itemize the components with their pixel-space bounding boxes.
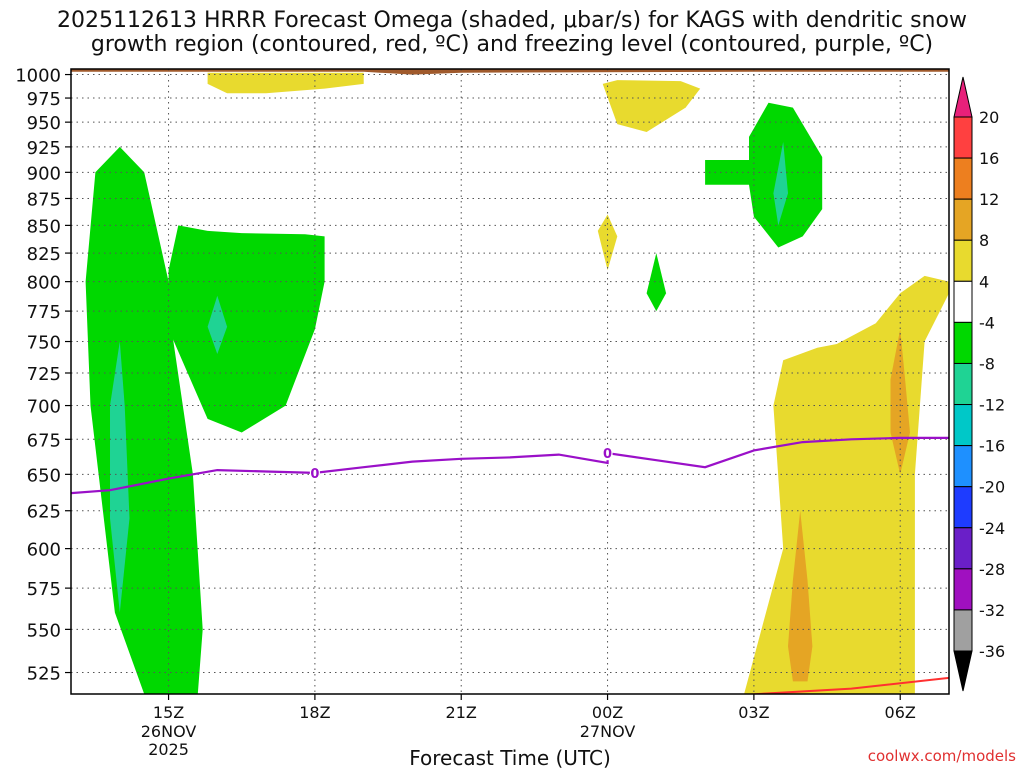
omega-region-1 — [110, 341, 130, 613]
x-tick-label-15Z: 15Z — [153, 703, 184, 722]
omega-region-4 — [646, 253, 667, 312]
freezing-label-bg-0 — [309, 464, 320, 480]
colorbar-segment-12 — [953, 609, 973, 652]
colorbar-label-11: -28 — [979, 560, 1005, 579]
colorbar-segment-5 — [953, 321, 973, 364]
colorbar-segment-9 — [953, 486, 973, 529]
colorbar-label-8: -16 — [979, 437, 1005, 456]
colorbar-segment-7 — [953, 404, 973, 447]
x-tick-label-18Z: 18Z — [299, 703, 330, 722]
colorbar-segment-11 — [953, 568, 973, 611]
colorbar-segment-4 — [953, 280, 973, 323]
y-tick-label-875: 875 — [27, 189, 61, 210]
y-tick-label-625: 625 — [27, 502, 61, 523]
x-date-label-27NOV: 27NOV — [580, 722, 636, 741]
colorbar-bottom-arrow — [953, 650, 973, 692]
colorbar-segment-0 — [953, 116, 973, 159]
chart-title-line2: growth region (contoured, red, ºC) and f… — [90, 32, 934, 57]
omega-region-10 — [597, 214, 618, 271]
freezing-level-label-1: 0 — [603, 447, 612, 462]
y-tick-label-725: 725 — [27, 364, 61, 385]
y-tick-label-550: 550 — [27, 620, 61, 641]
colorbar-label-13: -36 — [979, 642, 1005, 661]
omega-region-3 — [207, 295, 228, 354]
colorbar-label-5: -4 — [979, 313, 995, 332]
colorbar-label-4: 4 — [979, 272, 989, 291]
y-tick-label-975: 975 — [27, 89, 61, 110]
colorbar-label-10: -24 — [979, 519, 1005, 538]
y-tick-label-850: 850 — [27, 216, 61, 237]
omega-region-5 — [705, 102, 823, 248]
watermark: coolwx.com/models — [868, 747, 1016, 765]
x-tick-label-03Z: 03Z — [738, 703, 769, 722]
colorbar-label-9: -20 — [979, 478, 1005, 497]
freezing-level-label-0: 0 — [310, 467, 319, 482]
x-tick-label-21Z: 21Z — [446, 703, 477, 722]
y-tick-label-675: 675 — [27, 430, 61, 451]
x-axis-label: Forecast Time (UTC) — [409, 746, 611, 768]
y-tick-label-825: 825 — [27, 244, 61, 265]
colorbar-label-0: 20 — [979, 108, 999, 127]
freezing-level-line — [71, 436, 949, 495]
chart-title-line1: 2025112613 HRRR Forecast Omega (shaded, … — [57, 8, 967, 33]
colorbar-segment-2 — [953, 198, 973, 241]
x-date-label-26NOV: 26NOV — [141, 722, 197, 741]
x-tick-label-00Z: 00Z — [592, 703, 623, 722]
colorbar-segment-6 — [953, 362, 973, 406]
y-tick-label-650: 650 — [27, 465, 61, 486]
colorbar-segment-3 — [953, 239, 973, 282]
colorbar-segment-8 — [953, 445, 973, 488]
x-tick-label-06Z: 06Z — [885, 703, 916, 722]
omega-region-11 — [602, 80, 701, 132]
y-tick-label-950: 950 — [27, 113, 61, 134]
colorbar-segment-1 — [953, 157, 973, 200]
y-tick-label-1000: 1000 — [15, 66, 61, 87]
dgz-contour-line — [741, 676, 949, 694]
y-tick-label-600: 600 — [27, 540, 61, 561]
colorbar-top-arrow — [953, 76, 973, 118]
colorbar-label-3: 8 — [979, 231, 989, 250]
omega-region-12 — [207, 72, 364, 94]
colorbar-label-2: 12 — [979, 190, 999, 209]
colorbar-segment-10 — [953, 527, 973, 570]
omega-region-8 — [788, 510, 813, 682]
y-tick-label-700: 700 — [27, 397, 61, 418]
y-tick-label-800: 800 — [27, 273, 61, 294]
y-tick-label-525: 525 — [27, 664, 61, 685]
omega-region-2 — [168, 225, 325, 433]
colorbar-label-12: -32 — [979, 601, 1005, 620]
terrain-ground — [71, 69, 949, 75]
plot-frame — [70, 68, 950, 695]
y-tick-label-775: 775 — [27, 302, 61, 323]
y-tick-label-575: 575 — [27, 579, 61, 600]
x-year-label-2025: 2025 — [148, 740, 189, 759]
colorbar-label-7: -12 — [979, 396, 1005, 415]
y-tick-label-925: 925 — [27, 138, 61, 159]
y-tick-label-900: 900 — [27, 163, 61, 184]
freezing-label-bg-1 — [602, 445, 613, 461]
y-tick-label-750: 750 — [27, 333, 61, 354]
omega-region-6 — [773, 141, 788, 226]
colorbar-label-1: 16 — [979, 149, 999, 168]
colorbar-label-6: -8 — [979, 354, 995, 373]
